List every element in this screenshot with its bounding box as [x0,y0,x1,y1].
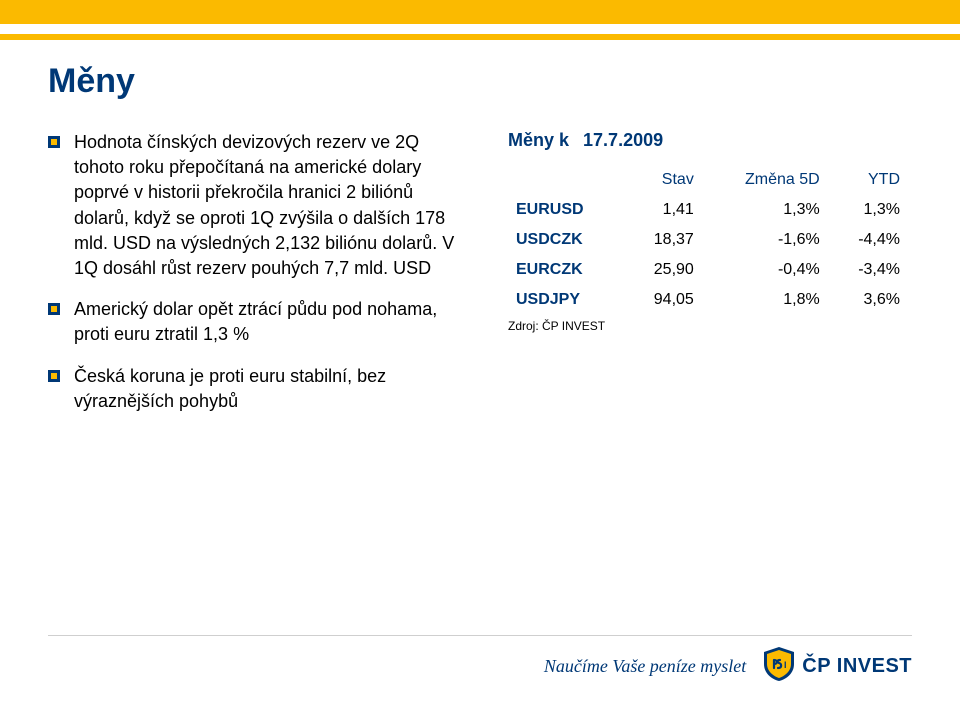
table-title-date: 17.7.2009 [583,130,663,151]
table-cell: -3,4% [828,255,908,285]
bullet-text: Hodnota čínských devizových rezerv ve 2Q… [74,130,468,281]
table-row: EURCZK 25,90 -0,4% -3,4% [508,255,908,285]
bullet-text: Česká koruna je proti euru stabilní, bez… [74,364,468,414]
currency-table: Stav Změna 5D YTD EURUSD 1,41 1,3% 1,3% … [508,165,908,315]
footer-slogan: Naučíme Vaše peníze myslet [544,656,746,677]
shield-icon: I [764,647,794,686]
currency-pair-label: EURUSD [508,195,624,225]
table-cell: -0,4% [702,255,828,285]
bullet-square-icon [48,303,60,315]
bullet-item: Česká koruna je proti euru stabilní, bez… [48,364,468,414]
brand-name: ČP INVEST [802,655,912,678]
table-cell: 1,3% [702,195,828,225]
table-cell: 94,05 [624,285,702,315]
accent-bar-thick [0,0,960,24]
table-row: USDCZK 18,37 -1,6% -4,4% [508,225,908,255]
accent-bar-gap [0,24,960,34]
bullet-item: Americký dolar opět ztrácí půdu pod noha… [48,297,468,347]
table-cell: 3,6% [828,285,908,315]
svg-text:I: I [784,660,787,670]
table-cell: -4,4% [828,225,908,255]
currency-pair-label: USDJPY [508,285,624,315]
table-row: EURUSD 1,41 1,3% 1,3% [508,195,908,225]
currency-table-block: Měny k 17.7.2009 Stav Změna 5D YTD EURUS… [508,130,908,430]
table-title-prefix: Měny k [508,130,569,151]
bullet-list: Hodnota čínských devizových rezerv ve 2Q… [48,130,468,430]
page-title: Měny [48,62,135,101]
table-cell: 25,90 [624,255,702,285]
table-cell: -1,6% [702,225,828,255]
bullet-square-icon [48,136,60,148]
table-cell: 18,37 [624,225,702,255]
brand-logo: I ČP INVEST [764,647,912,686]
accent-bar-thin [0,34,960,40]
table-row: USDJPY 94,05 1,8% 3,6% [508,285,908,315]
table-source: Zdroj: ČP INVEST [508,319,908,333]
footer-divider [48,635,912,636]
bullet-item: Hodnota čínských devizových rezerv ve 2Q… [48,130,468,281]
currency-pair-label: EURCZK [508,255,624,285]
table-col-header: YTD [828,165,908,195]
table-cell: 1,3% [828,195,908,225]
footer: Naučíme Vaše peníze myslet I ČP INVEST [544,647,912,686]
table-col-header [508,165,624,195]
top-accent-bars [0,0,960,40]
table-cell: 1,8% [702,285,828,315]
table-cell: 1,41 [624,195,702,225]
bullet-text: Americký dolar opět ztrácí půdu pod noha… [74,297,468,347]
table-header-row: Stav Změna 5D YTD [508,165,908,195]
table-col-header: Změna 5D [702,165,828,195]
table-col-header: Stav [624,165,702,195]
currency-pair-label: USDCZK [508,225,624,255]
table-title: Měny k 17.7.2009 [508,130,908,151]
content-area: Hodnota čínských devizových rezerv ve 2Q… [48,130,912,430]
bullet-square-icon [48,370,60,382]
